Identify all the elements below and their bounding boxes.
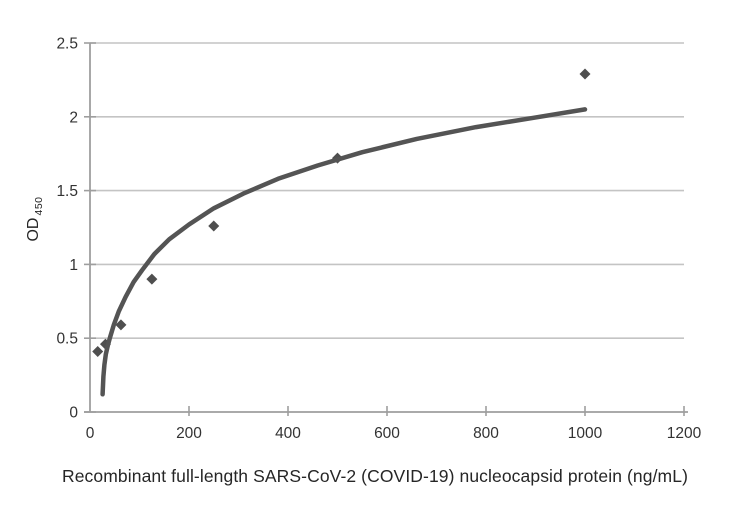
y-tick-label-0.5: 0.5 xyxy=(56,331,78,348)
data-point-diamond xyxy=(146,273,158,285)
y-tick-label-2.5: 2.5 xyxy=(56,36,78,53)
y-tick-label-0: 0 xyxy=(69,405,78,422)
x-tick-label-400: 400 xyxy=(275,425,301,442)
x-tick-label-1200: 1200 xyxy=(667,425,702,442)
x-axis-title: Recombinant full-length SARS-CoV-2 (COVI… xyxy=(61,466,688,486)
x-tick-label-600: 600 xyxy=(374,425,400,442)
x-tick-label-200: 200 xyxy=(176,425,202,442)
y-axis-title-sub: 450 xyxy=(33,196,45,216)
data-point-diamond xyxy=(208,220,220,232)
x-tick-label-0: 0 xyxy=(86,425,95,442)
data-point-diamond xyxy=(579,68,591,80)
y-axis-title: OD450 xyxy=(25,196,45,242)
y-tick-label-2: 2 xyxy=(69,109,78,126)
y-tick-label-1.5: 1.5 xyxy=(56,183,78,200)
x-tick-label-800: 800 xyxy=(473,425,499,442)
data-point-diamond xyxy=(92,345,104,357)
y-axis-title-main: OD xyxy=(25,217,42,242)
y-tick-label-1: 1 xyxy=(69,257,78,274)
x-tick-label-1000: 1000 xyxy=(568,425,603,442)
data-point-diamond xyxy=(115,319,127,331)
trend-line xyxy=(100,107,588,397)
